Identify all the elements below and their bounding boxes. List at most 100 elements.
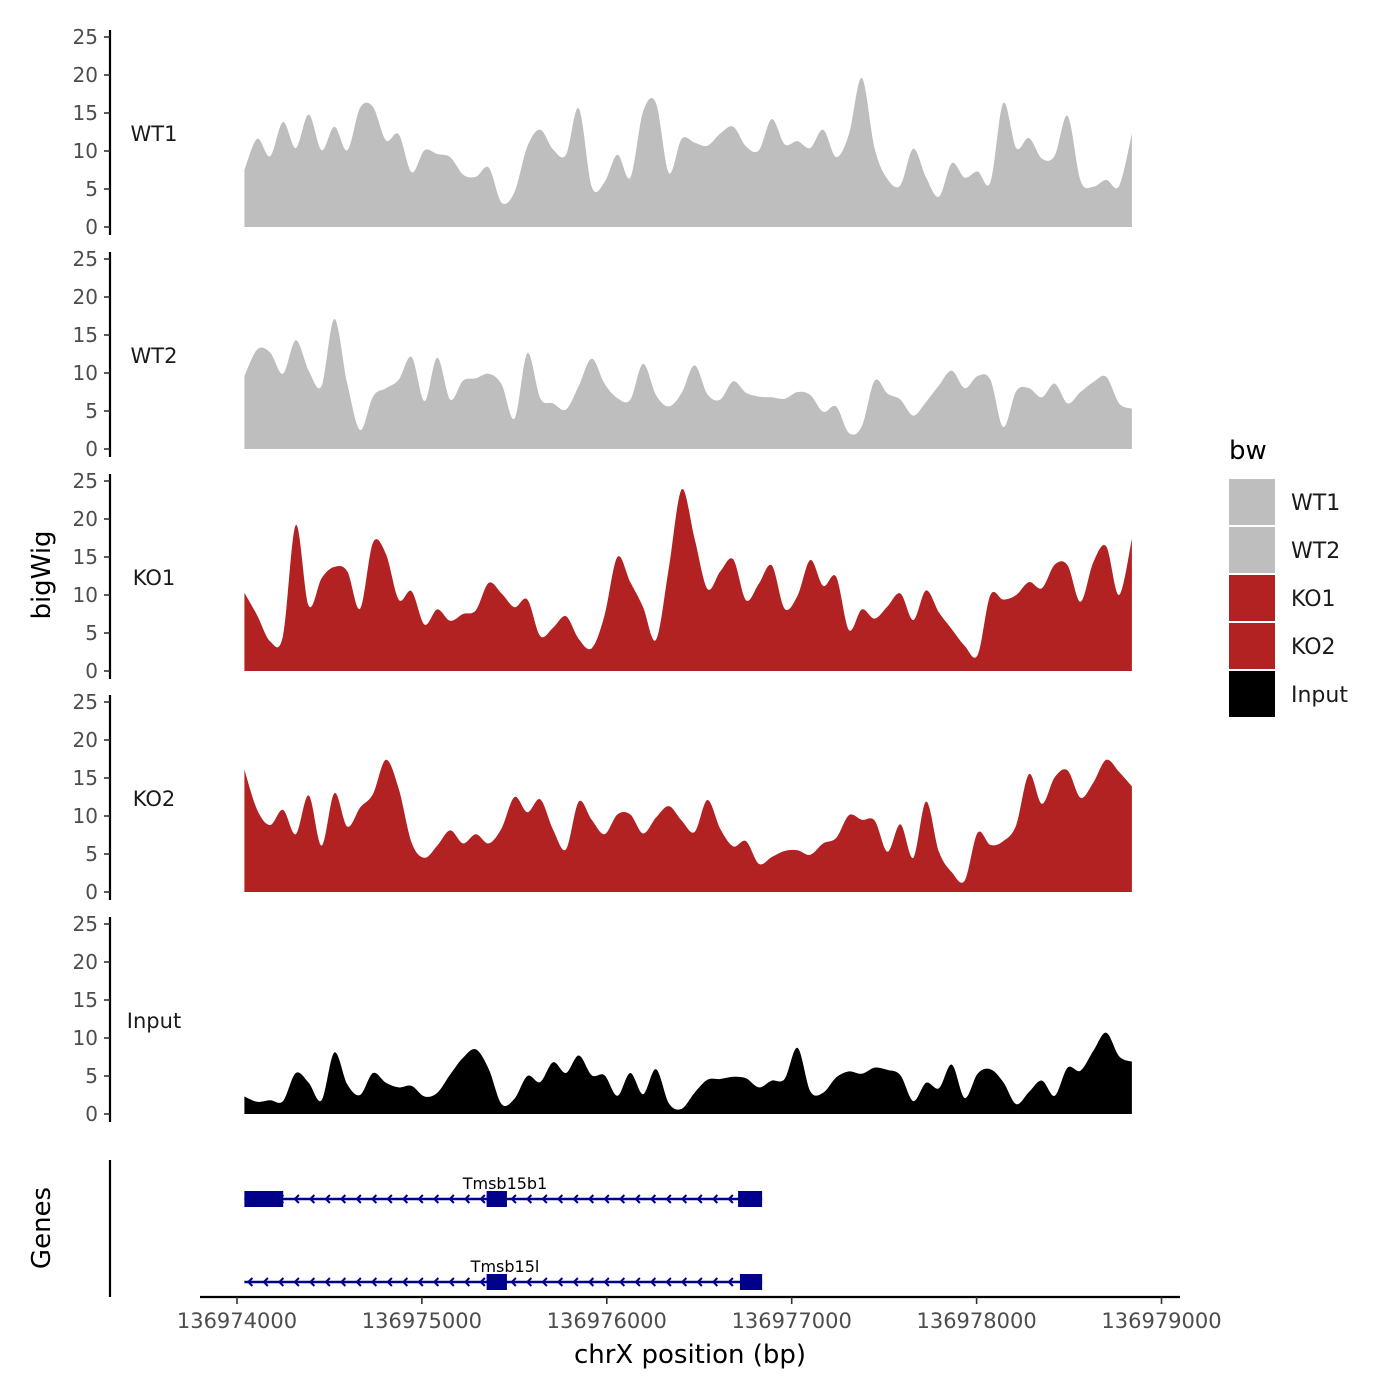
- track-label: WT2: [131, 344, 178, 368]
- track-ko2: 0 5 10 15 20 25 KO2: [73, 690, 1132, 904]
- strand-arrow: [541, 1277, 548, 1287]
- strand-arrow: [370, 1194, 378, 1204]
- x-tick-label: 136978000: [916, 1309, 1036, 1333]
- strand-arrow: [308, 1277, 316, 1287]
- legend-item-input: Input: [1229, 671, 1348, 717]
- strand-arrow: [510, 1194, 517, 1204]
- y-tick-label: 5: [85, 1064, 98, 1088]
- legend-item-wt1: WT1: [1229, 479, 1340, 525]
- y-tick-label: 10: [73, 583, 98, 607]
- y-tick-label: 5: [85, 399, 98, 423]
- genes-axis-title: Genes: [27, 1187, 57, 1269]
- y-tick-label: 10: [73, 1026, 98, 1050]
- strand-arrow: [355, 1194, 362, 1204]
- strand-arrow: [463, 1277, 471, 1287]
- strand-arrow: [711, 1194, 719, 1204]
- strand-arrow: [401, 1194, 409, 1204]
- track-ko1: 0 5 10 15 20 25 KO1: [73, 469, 1132, 683]
- strand-arrow: [634, 1194, 641, 1204]
- strand-arrow: [277, 1277, 285, 1287]
- y-axis-title: bigWig: [27, 530, 57, 619]
- legend-swatch: [1229, 671, 1275, 717]
- y-tick-label: 25: [73, 912, 98, 936]
- strand-arrow: [634, 1277, 641, 1287]
- strand-arrow: [649, 1277, 657, 1287]
- strand-arrow: [587, 1277, 595, 1287]
- y-tick-label: 10: [73, 139, 98, 163]
- y-tick-label: 15: [73, 323, 98, 347]
- legend-swatch: [1229, 623, 1275, 669]
- strand-arrow: [262, 1277, 269, 1287]
- x-tick-label: 136979000: [1101, 1309, 1221, 1333]
- strand-arrow: [525, 1277, 533, 1287]
- signal-area-ko2: [244, 759, 1132, 892]
- strand-arrow: [293, 1194, 300, 1204]
- strand-arrow: [417, 1194, 424, 1204]
- gene-tmsb15b1: Tmsb15b1: [244, 1174, 763, 1207]
- legend: bw WT1 WT2 KO1 KO2 Input: [1229, 436, 1348, 717]
- strand-arrow: [696, 1277, 703, 1287]
- gene-exon: [486, 1274, 507, 1290]
- track-label: Input: [127, 1009, 181, 1033]
- strand-arrow: [463, 1194, 471, 1204]
- y-tick-label: 10: [73, 804, 98, 828]
- legend-swatch: [1229, 479, 1275, 525]
- strand-arrow: [386, 1194, 393, 1204]
- y-tick-label: 0: [85, 659, 98, 683]
- strand-arrow: [727, 1194, 734, 1204]
- strand-arrow: [432, 1194, 440, 1204]
- strand-arrow: [618, 1277, 626, 1287]
- strand-arrow: [479, 1194, 486, 1204]
- x-axis-title: chrX position (bp): [574, 1340, 806, 1370]
- genes-panel: Tmsb15b1 Tmsb15l: [108, 1160, 763, 1297]
- strand-arrow: [572, 1277, 579, 1287]
- signal-tracks: 0510152025WT10510152025WT20510152025KO10…: [73, 25, 1132, 1126]
- legend-title: bw: [1229, 436, 1267, 466]
- y-tick-label: 20: [73, 728, 98, 752]
- y-tick-label: 15: [73, 988, 98, 1012]
- x-axis: 136974000 136975000 136976000 136977000 1369…: [177, 1295, 1222, 1333]
- y-tick-label: 15: [73, 545, 98, 569]
- strand-arrow: [479, 1277, 486, 1287]
- strand-arrow: [665, 1194, 672, 1204]
- y-tick-label: 20: [73, 950, 98, 974]
- strand-arrow: [556, 1277, 564, 1287]
- gene-exon: [738, 1191, 763, 1207]
- y-tick-label: 20: [73, 63, 98, 87]
- strand-arrow: [603, 1277, 610, 1287]
- legend-item-ko2: KO2: [1229, 623, 1336, 669]
- strand-arrow: [370, 1277, 378, 1287]
- strand-arrow: [432, 1277, 440, 1287]
- strand-arrow: [355, 1277, 362, 1287]
- legend-swatch: [1229, 527, 1275, 573]
- legend-label: KO1: [1291, 587, 1336, 612]
- strand-arrow: [324, 1194, 331, 1204]
- strand-arrow: [401, 1277, 409, 1287]
- track-wt2: 0 5 10 15 20 25 WT2: [73, 247, 1132, 461]
- strand-arrow: [649, 1194, 657, 1204]
- strand-arrow: [386, 1277, 393, 1287]
- y-tick-label: 0: [85, 880, 98, 904]
- x-tick-label: 136976000: [547, 1309, 667, 1333]
- strand-arrow: [339, 1194, 347, 1204]
- strand-arrow: [618, 1194, 626, 1204]
- track-wt1: 0 5 10 15 20 25 WT1: [73, 25, 1132, 239]
- y-tick-label: 15: [73, 766, 98, 790]
- legend-item-wt2: WT2: [1229, 527, 1340, 573]
- signal-area-ko1: [244, 488, 1132, 671]
- strand-arrow: [680, 1277, 688, 1287]
- y-tick-label: 15: [73, 101, 98, 125]
- strand-arrow: [510, 1277, 517, 1287]
- y-tick-label: 25: [73, 469, 98, 493]
- y-tick-label: 0: [85, 215, 98, 239]
- strand-arrow: [603, 1194, 610, 1204]
- signal-area-input: [244, 1032, 1132, 1114]
- y-tick-label: 10: [73, 361, 98, 385]
- y-tick-label: 5: [85, 621, 98, 645]
- strand-arrow: [541, 1194, 548, 1204]
- y-tick-label: 5: [85, 842, 98, 866]
- track-label: KO2: [133, 787, 176, 811]
- strand-arrow: [572, 1194, 579, 1204]
- y-tick-label: 20: [73, 285, 98, 309]
